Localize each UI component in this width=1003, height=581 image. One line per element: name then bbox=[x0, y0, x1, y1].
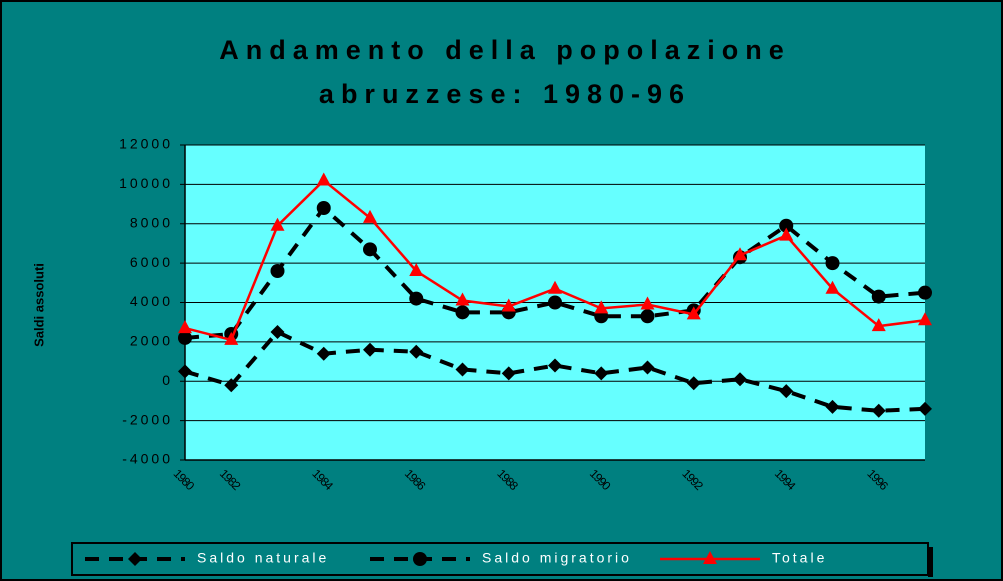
data-point bbox=[733, 372, 747, 387]
data-point bbox=[316, 346, 331, 361]
data-point bbox=[455, 292, 470, 306]
data-point bbox=[918, 285, 932, 300]
data-point bbox=[548, 358, 562, 373]
y-tick-label: 8000 bbox=[130, 214, 173, 230]
data-point bbox=[224, 331, 239, 345]
data-point bbox=[686, 376, 701, 391]
data-point bbox=[363, 209, 377, 223]
data-point bbox=[779, 227, 794, 241]
data-point bbox=[825, 256, 840, 271]
legend-marker bbox=[413, 552, 427, 566]
chart-title: abruzzese: 1980-96 bbox=[319, 79, 691, 109]
y-tick-label: 2000 bbox=[130, 333, 173, 349]
data-point bbox=[178, 330, 192, 345]
data-point bbox=[918, 401, 932, 416]
data-point bbox=[316, 172, 331, 186]
legend-marker bbox=[703, 551, 717, 564]
data-point bbox=[686, 306, 701, 320]
data-point bbox=[640, 360, 655, 375]
series-line bbox=[184, 205, 926, 340]
legend-label: Totale bbox=[772, 550, 827, 566]
data-point bbox=[224, 378, 239, 393]
data-point bbox=[455, 362, 470, 377]
y-tick-label: -2000 bbox=[122, 411, 173, 427]
data-point bbox=[594, 366, 609, 381]
data-point bbox=[501, 298, 516, 312]
data-point bbox=[178, 320, 192, 334]
legend-label: Saldo naturale bbox=[197, 550, 329, 566]
legend bbox=[71, 542, 929, 576]
data-point bbox=[871, 318, 886, 332]
data-point bbox=[640, 309, 655, 324]
data-point bbox=[779, 384, 794, 399]
data-point bbox=[270, 264, 285, 278]
data-point bbox=[409, 344, 424, 359]
data-point bbox=[594, 300, 609, 314]
data-point bbox=[548, 280, 562, 294]
y-tick-label: 10000 bbox=[119, 175, 173, 191]
data-point bbox=[270, 217, 285, 231]
legend-marker bbox=[128, 552, 142, 566]
data-point bbox=[501, 366, 516, 381]
data-point bbox=[871, 289, 886, 304]
data-point bbox=[871, 403, 886, 418]
y-tick-label: 4000 bbox=[130, 293, 173, 309]
y-tick-label: 6000 bbox=[130, 254, 173, 270]
series-line bbox=[184, 329, 926, 413]
data-point bbox=[455, 305, 470, 320]
data-point bbox=[363, 342, 377, 357]
y-tick-label: 12000 bbox=[119, 136, 173, 152]
data-point bbox=[825, 280, 840, 294]
data-point bbox=[178, 364, 192, 379]
data-point bbox=[409, 291, 424, 306]
data-point bbox=[270, 325, 285, 340]
data-point bbox=[640, 296, 655, 310]
y-tick-label: -4000 bbox=[122, 451, 173, 467]
data-point bbox=[779, 218, 794, 233]
legend-shadow bbox=[928, 547, 933, 577]
data-point bbox=[825, 399, 840, 414]
chart-title: Andamento della popolazione bbox=[219, 35, 791, 65]
legend-label: Saldo migratorio bbox=[482, 550, 632, 566]
data-point bbox=[733, 247, 747, 261]
y-axis-label: Saldi assoluti bbox=[31, 263, 46, 347]
y-tick-label: 0 bbox=[162, 372, 173, 388]
data-point bbox=[548, 295, 562, 310]
data-point bbox=[363, 242, 377, 257]
data-point bbox=[918, 312, 932, 326]
data-point bbox=[409, 263, 424, 276]
data-point bbox=[316, 201, 331, 215]
